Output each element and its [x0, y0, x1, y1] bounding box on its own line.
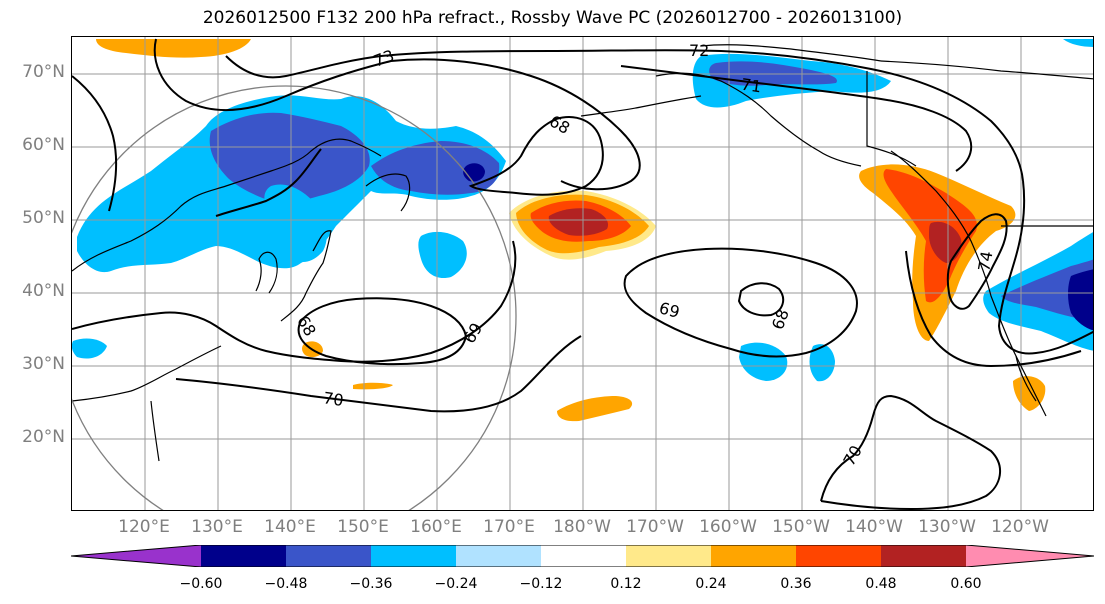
contour-label-74: 74 — [974, 250, 996, 273]
colorbar-bin-3 — [371, 545, 456, 567]
lon-label-140w: 140°W — [845, 517, 903, 537]
anomaly-weak-negative-subtropic — [739, 342, 788, 381]
contour-73 — [153, 38, 641, 191]
contour-71 — [620, 65, 973, 172]
coastline-aleutians — [580, 95, 702, 117]
contour-label-70-east: 70 — [839, 442, 866, 469]
colorbar-extend-high — [966, 545, 1094, 567]
positive-anomaly-regions — [96, 39, 1046, 422]
coastline-japan — [280, 230, 332, 322]
coastline-kamchatka — [365, 173, 411, 212]
colorbar-bin-9 — [881, 545, 966, 567]
reference-circle — [72, 85, 517, 510]
contour-69a — [297, 297, 468, 366]
colorbar-bin-4 — [456, 545, 541, 567]
lon-label-150e: 150°E — [337, 517, 389, 537]
colorbar-tick-4: −0.24 — [434, 576, 478, 592]
anomaly-weak-negative-small-1 — [418, 231, 467, 279]
colorbar-tick-6: 0.12 — [610, 576, 642, 592]
lat-label-40n: 40°N — [22, 281, 65, 301]
coastline-philippines — [150, 400, 160, 462]
graticule — [72, 37, 1093, 510]
anomaly-strong-negative-east — [1068, 269, 1093, 331]
map-canvas: 73 72 71 68 69 68 68 69 70 70 74 — [72, 37, 1093, 510]
contour-68a — [468, 116, 604, 196]
contour-lines — [72, 38, 1093, 510]
colorbar-extend-low — [71, 545, 201, 567]
contour-label-68-north: 68 — [546, 111, 573, 138]
lon-label-150w: 150°W — [772, 517, 830, 537]
colorbar-bin-8 — [796, 545, 881, 567]
contour-label-72: 72 — [689, 41, 709, 60]
contour-label-68-east: 68 — [768, 307, 793, 333]
contour-68b — [737, 282, 785, 317]
map-frame: 73 72 71 68 69 68 68 69 70 70 74 — [71, 36, 1094, 511]
contour-label-group: 73 72 71 68 69 68 68 69 70 70 74 — [293, 41, 996, 469]
anomaly-positive-small-3 — [557, 396, 633, 422]
coastline-baja — [1015, 355, 1037, 402]
lat-label-50n: 50°N — [22, 208, 65, 228]
contour-left-inner — [215, 148, 322, 217]
colorbar-tick-9: 0.48 — [865, 576, 897, 592]
colorbar-tick-7: 0.24 — [695, 576, 727, 592]
lat-label-20n: 20°N — [22, 427, 65, 447]
colorbar — [71, 545, 1094, 567]
coastline-alaska-north — [700, 44, 882, 62]
lon-label-180w: 180°W — [553, 517, 611, 537]
anomaly-weak-negative-small-2 — [72, 338, 107, 359]
lat-label-30n: 30°N — [22, 354, 65, 374]
coastline-china-south — [72, 345, 222, 402]
contour-label-68-west: 68 — [293, 312, 320, 339]
lon-label-160e: 160°E — [410, 517, 462, 537]
colorbar-tick-1: −0.60 — [179, 576, 223, 592]
contour-72 — [225, 49, 1024, 182]
contour-69b — [623, 247, 858, 358]
contour-label-70-west: 70 — [322, 388, 345, 410]
contour-70a — [72, 240, 517, 363]
lat-label-70n: 70°N — [22, 62, 65, 82]
colorbar-tick-8: 0.36 — [780, 576, 812, 592]
contour-west-edge — [72, 75, 118, 212]
coastline-canada-border — [866, 71, 917, 167]
map-title: 2026012500 F132 200 hPa refract., Rossby… — [202, 8, 903, 28]
contour-label-73: 73 — [371, 46, 397, 71]
colorbar-tick-2: −0.48 — [264, 576, 308, 592]
contour-label-69-east: 69 — [657, 298, 682, 322]
contour-70b — [175, 335, 582, 413]
colorbar-bin-2 — [286, 545, 371, 567]
lon-label-120w: 120°W — [991, 517, 1049, 537]
anomaly-positive-top-left — [96, 39, 251, 58]
colorbar-bin-5 — [541, 545, 626, 567]
anomaly-negative-region — [209, 112, 370, 204]
coastline-korea — [255, 251, 278, 294]
lat-label-60n: 60°N — [22, 135, 65, 155]
lon-label-120e: 120°E — [118, 517, 170, 537]
lon-label-130w: 130°W — [918, 517, 976, 537]
colorbar-tick-10: 0.60 — [950, 576, 982, 592]
contour-74 — [946, 213, 1008, 310]
contour-east-upper — [997, 180, 1093, 355]
anomaly-positive-small-2 — [353, 382, 393, 390]
contour-70c — [820, 394, 1001, 510]
lon-label-140e: 140°E — [264, 517, 316, 537]
anomaly-weak-negative-top-right — [1063, 39, 1093, 47]
coastline-arctic — [880, 60, 1093, 80]
colorbar-tick-5: −0.12 — [519, 576, 563, 592]
coastline-east-asia — [72, 138, 382, 272]
anomaly-negative-region-2 — [371, 141, 500, 195]
contour-east-lower — [905, 250, 1082, 368]
anomaly-weak-negative-east-asia — [264, 184, 327, 263]
colorbar-bin-7 — [711, 545, 796, 567]
lon-label-130e: 130°E — [191, 517, 243, 537]
anomaly-very-strong-positive-west-coast — [929, 221, 962, 263]
lon-label-160w: 160°W — [699, 517, 757, 537]
colorbar-bin-1 — [201, 545, 286, 567]
contour-label-71: 71 — [740, 75, 763, 97]
anomaly-very-strong-positive-central — [548, 208, 609, 236]
colorbar-bin-6 — [626, 545, 711, 567]
lon-label-170w: 170°W — [626, 517, 684, 537]
colorbar-tick-3: −0.36 — [349, 576, 393, 592]
lon-label-170e: 170°E — [483, 517, 535, 537]
anomaly-weak-negative-subtropic-2 — [809, 344, 835, 382]
